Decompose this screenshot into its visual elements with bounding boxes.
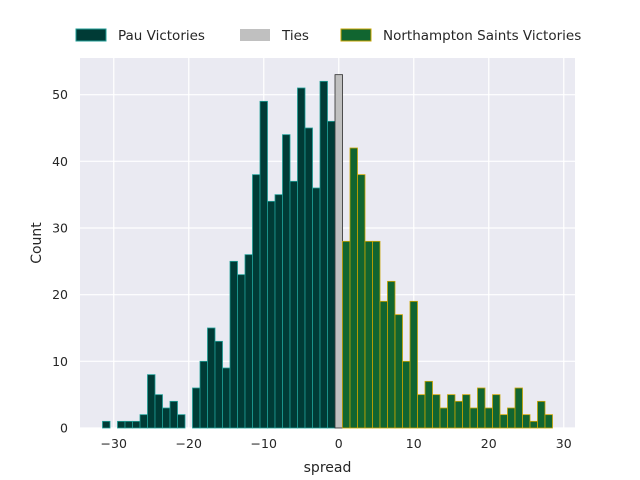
- bar-northampton: [432, 394, 441, 429]
- bar-pau: [147, 374, 156, 429]
- bar-northampton: [402, 360, 411, 429]
- bar-pau: [214, 340, 223, 429]
- bar-northampton: [379, 300, 388, 429]
- bar-pau: [192, 387, 201, 429]
- bar-northampton: [462, 394, 471, 429]
- bar-pau: [244, 254, 253, 429]
- bar-pau: [252, 174, 261, 429]
- bar-pau: [289, 180, 298, 429]
- x-axis-label: spread: [304, 460, 352, 476]
- bar-pau: [132, 420, 141, 429]
- bar-pau: [222, 367, 231, 429]
- y-tick-label: 50: [52, 87, 68, 102]
- y-tick-label: 30: [52, 221, 68, 236]
- bar-pau: [312, 187, 321, 429]
- y-tick-label: 20: [52, 287, 68, 302]
- bar-tie: [334, 74, 343, 429]
- bar-northampton: [387, 280, 396, 429]
- bars: [102, 74, 553, 429]
- y-tick-label: 0: [60, 421, 68, 436]
- bar-pau: [229, 260, 238, 429]
- y-tick-label: 10: [52, 354, 68, 369]
- legend-label-northampton: Northampton Saints Victories: [383, 28, 581, 44]
- bar-pau: [304, 127, 313, 429]
- x-tick-label: 30: [556, 436, 572, 451]
- bar-northampton: [439, 407, 448, 429]
- bar-pau: [259, 100, 268, 429]
- bar-pau: [162, 407, 171, 429]
- bar-northampton: [492, 394, 501, 429]
- legend-swatch-northampton: [340, 28, 372, 42]
- bar-northampton: [477, 387, 486, 429]
- bar-pau: [124, 420, 133, 429]
- bar-northampton: [447, 394, 456, 429]
- bar-northampton: [484, 407, 493, 429]
- bar-northampton: [454, 400, 463, 429]
- bar-pau: [117, 420, 126, 429]
- x-tick-label: 0: [335, 436, 343, 451]
- bar-pau: [282, 134, 291, 429]
- bar-pau: [169, 400, 178, 429]
- bar-northampton: [394, 314, 403, 429]
- bar-pau: [207, 327, 216, 429]
- legend-swatch-pau: [75, 28, 107, 42]
- bar-northampton: [409, 300, 418, 429]
- x-tick-label: 10: [406, 436, 422, 451]
- x-tick-label: 20: [481, 436, 497, 451]
- bar-pau: [267, 200, 276, 429]
- y-axis-ticks: 0 10 20 30 40 50: [52, 87, 68, 435]
- bar-northampton: [529, 420, 538, 429]
- bar-pau: [154, 394, 163, 429]
- bar-northampton: [424, 380, 433, 429]
- bar-northampton: [499, 414, 508, 429]
- bar-northampton: [469, 407, 478, 429]
- x-tick-label: −10: [251, 436, 277, 451]
- bar-northampton: [364, 240, 373, 429]
- bar-northampton: [514, 387, 523, 429]
- bar-pau: [297, 87, 306, 429]
- bar-pau: [319, 80, 328, 429]
- bar-pau: [274, 194, 283, 429]
- bar-northampton: [357, 174, 366, 429]
- bar-northampton: [537, 400, 546, 429]
- bar-pau: [177, 414, 186, 429]
- bar-northampton: [372, 240, 381, 429]
- x-tick-label: −20: [176, 436, 202, 451]
- bar-northampton: [522, 414, 531, 429]
- bar-pau: [199, 360, 208, 429]
- y-axis-label: Count: [29, 222, 45, 264]
- bar-northampton: [349, 147, 358, 429]
- legend-label-ties: Ties: [281, 28, 309, 44]
- legend: Pau Victories Ties Northampton Saints Vi…: [75, 28, 581, 44]
- x-axis-ticks: −30 −20 −10 0 10 20 30: [101, 436, 572, 451]
- bar-northampton: [544, 414, 553, 429]
- bar-northampton: [417, 394, 426, 429]
- bar-pau: [327, 120, 336, 429]
- bar-pau: [237, 274, 246, 429]
- bar-northampton: [507, 407, 516, 429]
- y-tick-label: 40: [52, 154, 68, 169]
- bar-northampton: [342, 240, 351, 429]
- legend-swatch-ties: [240, 29, 270, 41]
- legend-label-pau: Pau Victories: [118, 28, 205, 44]
- bar-pau: [102, 420, 111, 429]
- bar-pau: [139, 414, 148, 429]
- x-tick-label: −30: [101, 436, 127, 451]
